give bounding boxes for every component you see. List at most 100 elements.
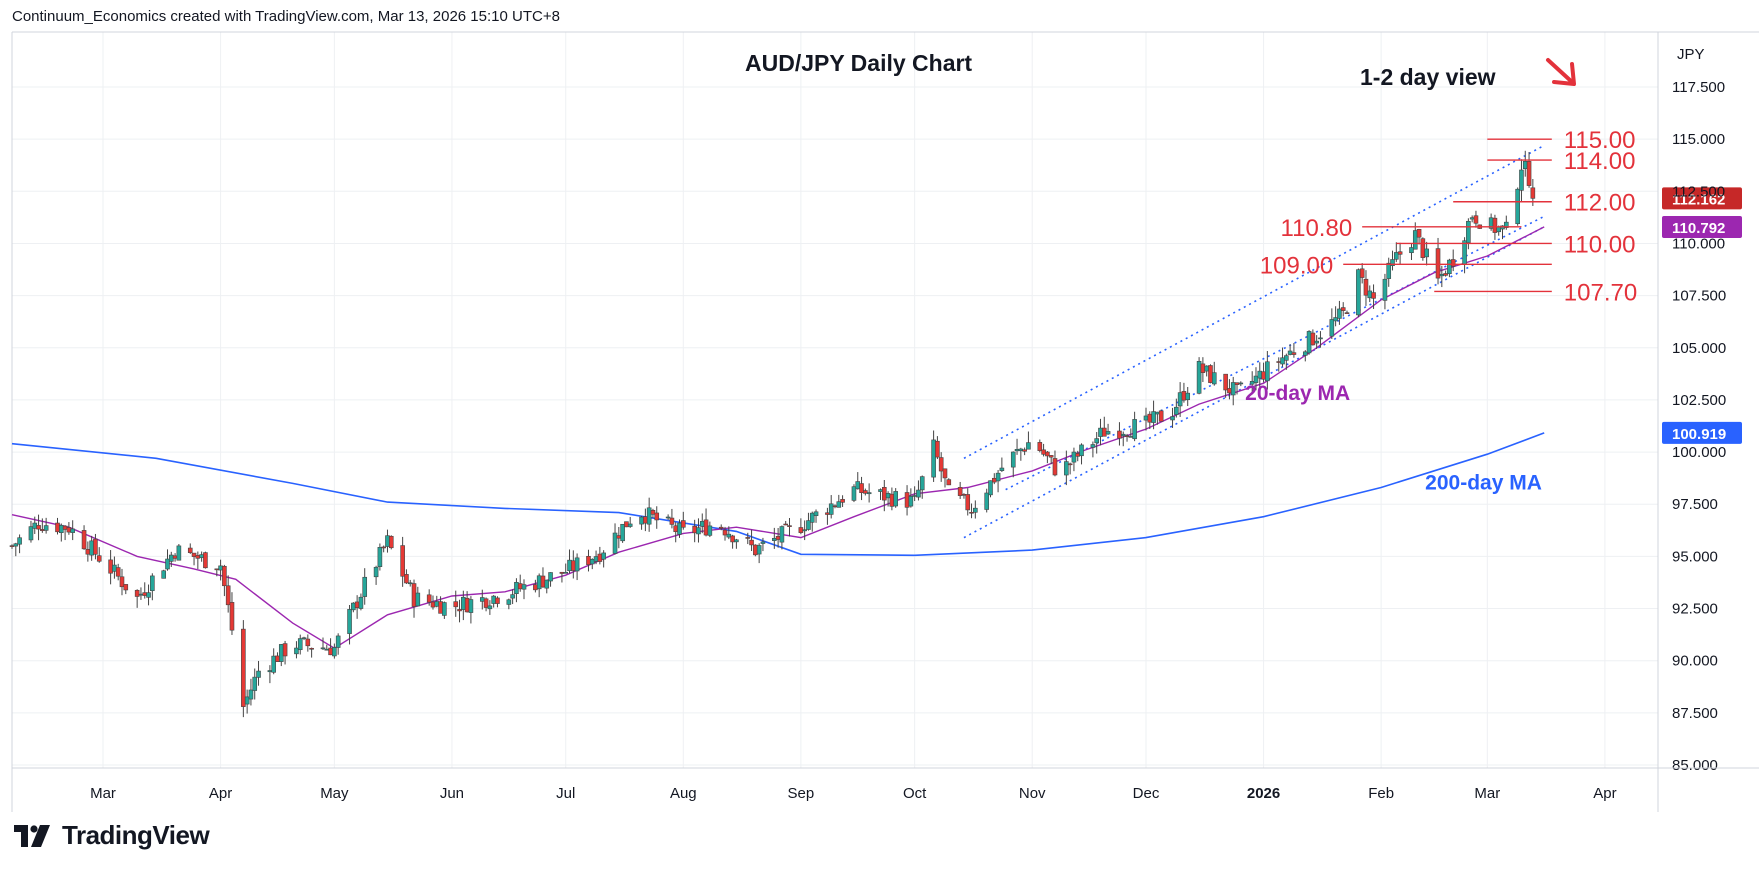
candle[interactable] xyxy=(28,520,34,543)
candle[interactable] xyxy=(1519,159,1524,202)
candle[interactable] xyxy=(229,592,235,635)
candle[interactable] xyxy=(1010,451,1016,478)
candle[interactable] xyxy=(916,480,921,501)
candle[interactable] xyxy=(415,586,421,607)
candle[interactable] xyxy=(935,436,940,460)
candle[interactable] xyxy=(1151,400,1156,430)
candle[interactable] xyxy=(734,538,739,549)
candle[interactable] xyxy=(753,544,758,557)
candle[interactable] xyxy=(1340,302,1346,317)
candle[interactable] xyxy=(115,563,121,581)
candle[interactable] xyxy=(749,529,754,552)
candle[interactable] xyxy=(650,508,656,519)
candle[interactable] xyxy=(1022,447,1027,456)
candle[interactable] xyxy=(1094,432,1099,454)
candle[interactable] xyxy=(297,634,303,655)
candle[interactable] xyxy=(601,550,606,568)
candle[interactable] xyxy=(388,535,394,550)
candle[interactable] xyxy=(1185,386,1191,407)
candle[interactable] xyxy=(718,524,724,531)
candles[interactable] xyxy=(9,150,1536,718)
candle[interactable] xyxy=(965,488,971,516)
candle[interactable] xyxy=(813,509,819,523)
candle[interactable] xyxy=(453,590,459,617)
candle[interactable] xyxy=(373,565,379,585)
candle[interactable] xyxy=(225,575,231,613)
candle[interactable] xyxy=(620,523,625,543)
candle[interactable] xyxy=(1318,331,1323,348)
candle[interactable] xyxy=(1026,431,1031,450)
candle[interactable] xyxy=(1291,342,1297,358)
candle[interactable] xyxy=(176,543,182,561)
candle[interactable] xyxy=(1390,250,1395,271)
candle[interactable] xyxy=(1067,462,1073,475)
candle[interactable] xyxy=(669,508,675,529)
candle[interactable] xyxy=(252,668,258,700)
candle[interactable] xyxy=(1158,409,1164,422)
candle[interactable] xyxy=(1329,308,1335,340)
candle[interactable] xyxy=(1526,152,1532,188)
candle[interactable] xyxy=(1337,300,1342,325)
candle[interactable] xyxy=(999,457,1005,473)
candle[interactable] xyxy=(1048,455,1054,465)
candle[interactable] xyxy=(1450,249,1456,272)
candle[interactable] xyxy=(707,521,713,538)
candle[interactable] xyxy=(612,523,618,555)
candle[interactable] xyxy=(1170,407,1175,428)
candle[interactable] xyxy=(1196,357,1202,395)
candle[interactable] xyxy=(1064,450,1069,486)
candle[interactable] xyxy=(362,568,368,605)
candle[interactable] xyxy=(696,518,701,543)
candle[interactable] xyxy=(1344,310,1350,314)
candle[interactable] xyxy=(332,643,337,659)
candle[interactable] xyxy=(1230,376,1236,406)
candle[interactable] xyxy=(1211,361,1217,386)
candle[interactable] xyxy=(1314,335,1319,349)
candle[interactable] xyxy=(1052,450,1058,477)
candle[interactable] xyxy=(730,534,735,549)
candle[interactable] xyxy=(271,648,276,675)
candle[interactable] xyxy=(1302,350,1308,362)
candle[interactable] xyxy=(381,545,386,553)
candle[interactable] xyxy=(1071,447,1077,472)
candle[interactable] xyxy=(93,533,98,560)
candle[interactable] xyxy=(150,573,155,601)
candle[interactable] xyxy=(1382,273,1388,310)
candle[interactable] xyxy=(654,506,660,529)
candle[interactable] xyxy=(1090,441,1096,458)
candle[interactable] xyxy=(574,553,580,581)
candle[interactable] xyxy=(1409,243,1414,261)
candle[interactable] xyxy=(347,605,352,645)
candle[interactable] xyxy=(43,517,49,534)
candle[interactable] xyxy=(680,511,686,530)
candle[interactable] xyxy=(988,480,993,498)
candle[interactable] xyxy=(1397,242,1403,265)
candle[interactable] xyxy=(722,526,728,541)
candle[interactable] xyxy=(1359,263,1365,284)
candle[interactable] xyxy=(851,484,857,503)
candle[interactable] xyxy=(1174,398,1179,418)
candle[interactable] xyxy=(1284,353,1289,370)
candle[interactable] xyxy=(677,519,682,538)
candle[interactable] xyxy=(241,620,246,718)
candle[interactable] xyxy=(222,564,227,597)
candle[interactable] xyxy=(1363,270,1369,306)
candle[interactable] xyxy=(510,589,515,605)
candle[interactable] xyxy=(335,633,341,655)
candle[interactable] xyxy=(1208,364,1213,384)
candle[interactable] xyxy=(36,514,41,541)
candle[interactable] xyxy=(1265,351,1270,390)
candle[interactable] xyxy=(938,452,944,482)
candle[interactable] xyxy=(495,596,500,608)
candle[interactable] xyxy=(294,641,299,659)
candle[interactable] xyxy=(1443,270,1448,277)
candle[interactable] xyxy=(665,514,671,520)
candle[interactable] xyxy=(1394,242,1399,263)
candle[interactable] xyxy=(745,532,751,545)
candle[interactable] xyxy=(1132,411,1137,442)
candle[interactable] xyxy=(1420,237,1426,261)
candle[interactable] xyxy=(134,589,140,608)
candle[interactable] xyxy=(377,543,383,571)
candle[interactable] xyxy=(779,525,785,550)
